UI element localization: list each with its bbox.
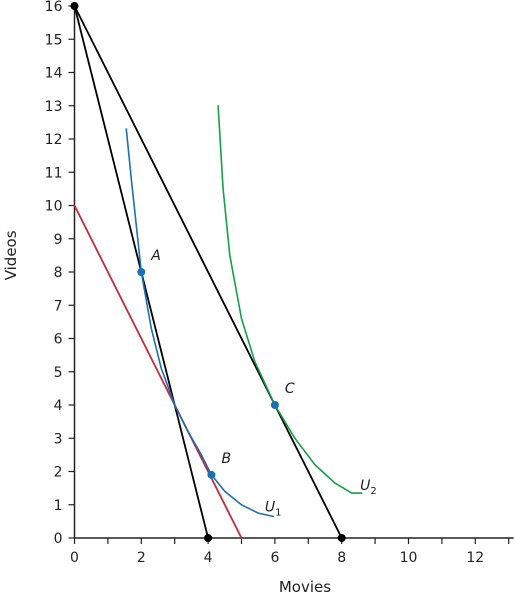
y-tick-label: 1 — [54, 498, 63, 514]
y-tick-label: 4 — [54, 398, 63, 414]
y-tick-label: 5 — [54, 365, 63, 381]
x-tick-label: 10 — [400, 550, 418, 566]
endpoint-marker — [70, 2, 79, 10]
y-tick-label: 6 — [54, 332, 63, 348]
curve-label-u2: U2 — [360, 478, 377, 497]
point-label-b: B — [221, 451, 231, 467]
y-tick-label: 9 — [54, 232, 63, 248]
point-a — [137, 268, 146, 276]
y-tick-label: 7 — [54, 298, 63, 314]
y-axis-title: Videos — [2, 230, 20, 280]
x-tick-label: 4 — [204, 550, 213, 566]
x-tick-label: 6 — [270, 550, 279, 566]
y-tick-label: 13 — [45, 99, 63, 115]
x-tick-label: 12 — [466, 550, 484, 566]
y-tick-label: 10 — [45, 199, 63, 215]
endpoint-marker — [337, 534, 346, 542]
y-tick-label: 8 — [54, 265, 63, 281]
point-label-a: A — [150, 248, 161, 264]
x-tick-label: 0 — [70, 550, 79, 566]
y-tick-label: 12 — [45, 132, 63, 148]
point-b — [207, 470, 216, 479]
points-layer: A B C — [70, 2, 346, 542]
point-label-c: C — [285, 381, 295, 397]
series-budget-2 — [73, 5, 343, 539]
y-tick-label: 15 — [45, 32, 63, 48]
series-budget-red — [73, 204, 243, 539]
x-tick-label: 2 — [137, 550, 146, 566]
endpoint-marker — [204, 534, 213, 542]
y-tick-label: 2 — [54, 465, 63, 481]
y-tick-label: 11 — [45, 165, 63, 181]
curve-label-u1: U1 — [265, 499, 282, 518]
series-u1 — [125, 128, 275, 518]
y-tick-label: 3 — [54, 431, 63, 447]
x-axis-title: Movies — [279, 578, 331, 596]
y-tick-label: 16 — [45, 0, 63, 15]
x-tick-label: 8 — [337, 550, 346, 566]
point-c — [270, 401, 279, 409]
y-tick-label: 14 — [45, 66, 63, 82]
y-tick-label: 0 — [54, 531, 63, 547]
